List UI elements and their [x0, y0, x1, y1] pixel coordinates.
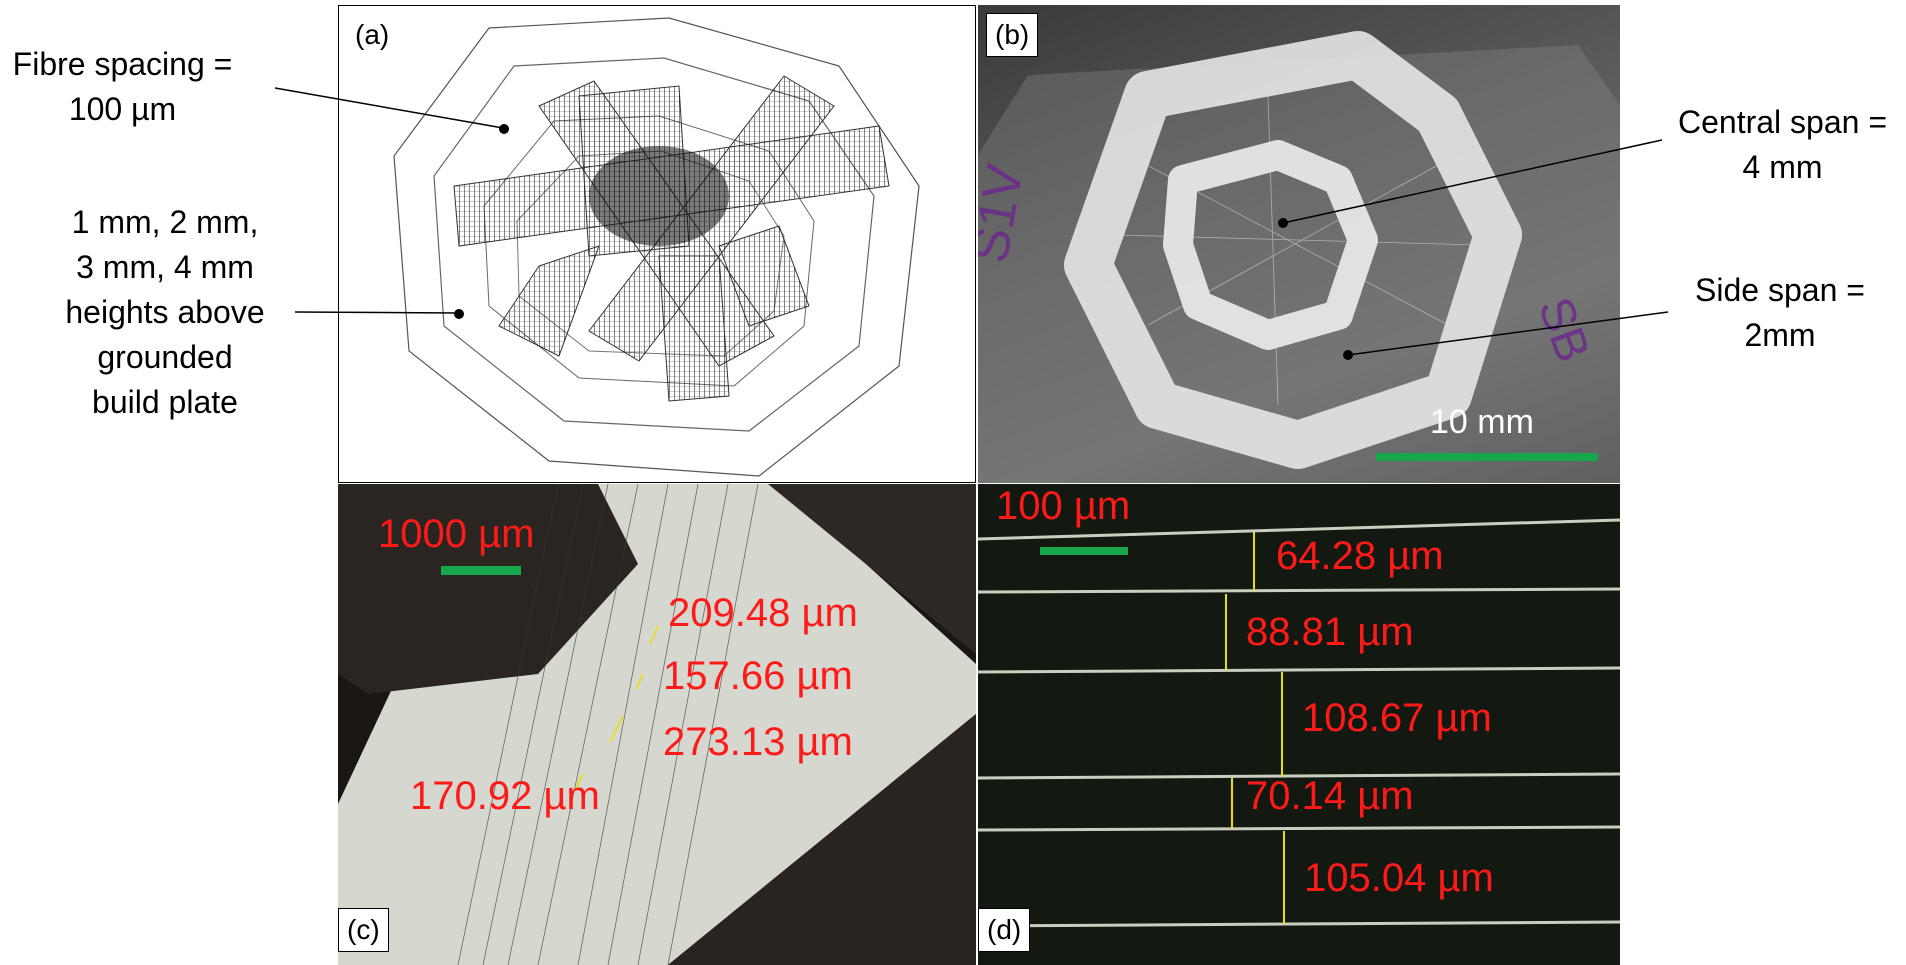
- panel-d-measure-2: 88.81 µm: [1246, 610, 1414, 654]
- panel-c-label: (c): [338, 908, 389, 952]
- panel-a: (a): [338, 5, 976, 483]
- panel-d: 100 µm 64.28 µm 88.81 µm 108.67 µm 70.14…: [978, 484, 1620, 965]
- fibre-micrograph-c: [338, 484, 976, 965]
- panel-d-measure-5: 105.04 µm: [1304, 856, 1494, 900]
- panel-b-scale-bar: [1376, 453, 1598, 461]
- heights-line5: build plate: [92, 384, 238, 420]
- panel-b: S1V SB (b) 10 mm: [978, 5, 1620, 483]
- fibre-spacing-line2: 100 µm: [68, 91, 177, 127]
- central-span-annotation: Central span = 4 mm: [1665, 100, 1900, 190]
- fibre-spacing-line1: Fibre spacing =: [12, 46, 233, 82]
- central-span-line2: 4 mm: [1742, 149, 1823, 185]
- panel-b-label: (b): [986, 13, 1039, 57]
- side-span-annotation: Side span = 2mm: [1680, 268, 1880, 358]
- heights-annotation: 1 mm, 2 mm, 3 mm, 4 mm heights above gro…: [45, 200, 285, 425]
- panel-a-label: (a): [347, 14, 398, 56]
- cad-drawing: [393, 17, 920, 477]
- fibre-micrograph-d: [978, 518, 1620, 928]
- panel-d-measure-1: 64.28 µm: [1276, 534, 1444, 578]
- heights-line2: 3 mm, 4 mm: [76, 249, 254, 285]
- panel-d-label: (d): [978, 908, 1031, 952]
- panel-c: 1000 µm 209.48 µm 157.66 µm 273.13 µm 17…: [338, 484, 976, 965]
- heights-line4: grounded: [97, 339, 233, 375]
- panel-d-scale-label: 100 µm: [996, 484, 1131, 528]
- central-span-line1: Central span =: [1677, 104, 1887, 140]
- heights-line3: heights above: [65, 294, 265, 330]
- panel-d-measure-4: 70.14 µm: [1246, 774, 1414, 818]
- panel-d-measure-3: 108.67 µm: [1302, 696, 1492, 740]
- panel-c-measure-3: 273.13 µm: [663, 720, 853, 764]
- panel-b-scale-label: 10 mm: [1430, 403, 1534, 441]
- side-span-line1: Side span =: [1695, 272, 1865, 308]
- fibre-spacing-annotation: Fibre spacing = 100 µm: [10, 42, 235, 132]
- panel-d-scale-bar: [1040, 547, 1128, 555]
- panel-c-scale-bar: [441, 566, 521, 575]
- heights-line1: 1 mm, 2 mm,: [71, 204, 259, 240]
- panel-c-measure-2: 157.66 µm: [663, 654, 853, 698]
- side-span-line2: 2mm: [1744, 317, 1816, 353]
- panel-c-scale-label: 1000 µm: [378, 512, 535, 556]
- panel-c-measure-1: 209.48 µm: [668, 591, 858, 635]
- panel-c-measure-4: 170.92 µm: [410, 774, 600, 818]
